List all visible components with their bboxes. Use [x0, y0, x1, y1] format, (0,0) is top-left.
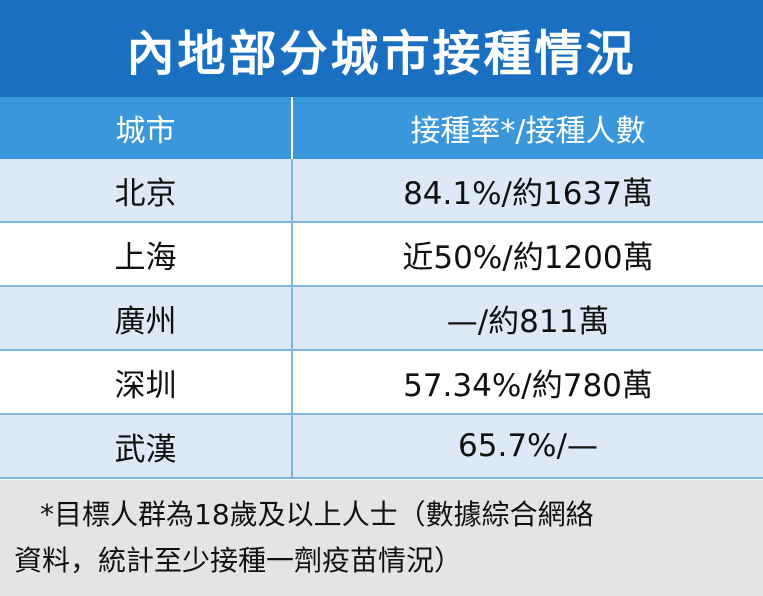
- table-row: 武漢 65.7%/—: [0, 414, 763, 479]
- table-row: 廣州 —/約811萬: [0, 286, 763, 351]
- table-row: 上海 近50%/約1200萬: [0, 222, 763, 287]
- header-row: 城市 接種率*/接種人數: [0, 97, 763, 159]
- rate-cell: —/約811萬: [292, 286, 763, 351]
- table-header: 城市 接種率*/接種人數: [0, 97, 763, 159]
- table-body: 北京 84.1%/約1637萬 上海 近50%/約1200萬 廣州 —/約811…: [0, 159, 763, 479]
- page-title: 內地部分城市接種情況: [0, 0, 763, 97]
- rate-cell: 近50%/約1200萬: [292, 222, 763, 287]
- column-header-rate: 接種率*/接種人數: [292, 97, 763, 159]
- rate-cell: 84.1%/約1637萬: [292, 159, 763, 223]
- footnote-line-2: 資料，統計至少接種一劑疫苗情況）: [14, 544, 463, 577]
- footnote: *目標人群為18歲及以上人士（數據綜合網絡 資料，統計至少接種一劑疫苗情況）: [0, 480, 763, 596]
- city-cell: 北京: [0, 159, 293, 223]
- vaccination-table: 城市 接種率*/接種人數 北京 84.1%/約1637萬 上海 近50%/約12…: [0, 97, 763, 479]
- city-cell: 上海: [0, 222, 293, 287]
- rate-cell: 57.34%/約780萬: [292, 350, 763, 415]
- column-header-city: 城市: [0, 97, 293, 159]
- rate-cell: 65.7%/—: [292, 414, 763, 479]
- footnote-line-1: *目標人群為18歲及以上人士（數據綜合網絡: [40, 498, 594, 531]
- table-row: 北京 84.1%/約1637萬: [0, 159, 763, 223]
- city-cell: 武漢: [0, 414, 293, 479]
- city-cell: 深圳: [0, 350, 293, 415]
- city-cell: 廣州: [0, 286, 293, 351]
- table-row: 深圳 57.34%/約780萬: [0, 350, 763, 415]
